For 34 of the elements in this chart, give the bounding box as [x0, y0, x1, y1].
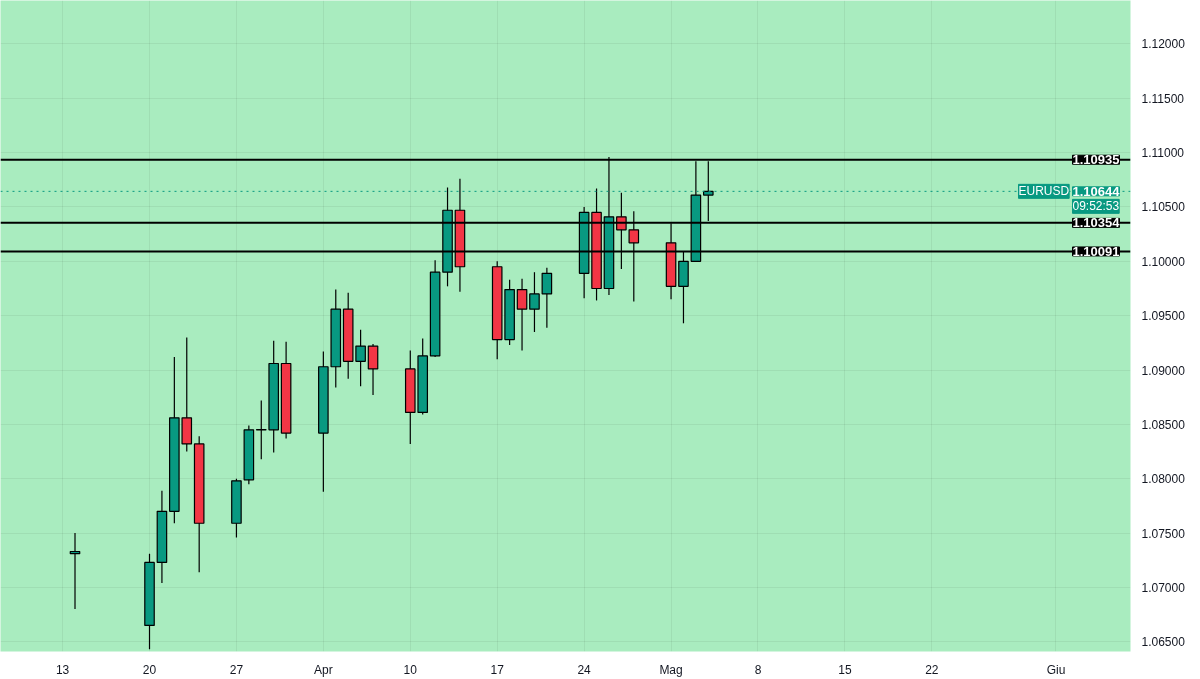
y-tick-label: 1.09500 — [1141, 309, 1186, 324]
y-tick-label: 1.10500 — [1141, 200, 1186, 215]
x-tick-label: 24 — [577, 662, 592, 677]
x-tick-label: 8 — [754, 662, 762, 677]
ref-line-label: 1.10644 — [1072, 183, 1121, 199]
x-tick-label: Mag — [659, 662, 683, 677]
y-tick-label: 1.11000 — [1141, 146, 1185, 161]
x-tick-label: 27 — [229, 662, 244, 677]
annotation: EURUSD — [1018, 184, 1070, 199]
candlestick — [529, 271, 540, 333]
x-tick-label: 13 — [55, 662, 70, 677]
x-tick-label: 10 — [403, 662, 418, 677]
y-tick-label: 1.12000 — [1141, 37, 1186, 52]
y-tick-label: 1.08000 — [1141, 472, 1186, 487]
x-tick-label: Giu — [1046, 662, 1066, 677]
x-tick-label: 22 — [925, 662, 939, 677]
ref-line-label: 1.10935 — [1072, 152, 1120, 168]
candlestick — [367, 343, 379, 396]
x-tick-label: 20 — [142, 662, 157, 677]
y-tick-label: 1.07000 — [1141, 580, 1186, 595]
ref-line-label: 1.10354 — [1072, 215, 1121, 231]
ref-line-label: 1.10091 — [1072, 243, 1120, 259]
y-tick-label: 1.08500 — [1141, 417, 1186, 432]
y-tick-label: 1.09000 — [1141, 363, 1186, 378]
y-tick-label: 1.11500 — [1141, 91, 1185, 106]
y-tick-label: 1.10000 — [1141, 254, 1186, 269]
candlestick — [516, 278, 528, 352]
x-tick-label: Apr — [314, 662, 333, 677]
x-tick-label: 15 — [838, 662, 852, 677]
x-tick-label: 17 — [490, 662, 505, 677]
candlestick — [541, 267, 553, 329]
y-tick-label: 1.07500 — [1141, 526, 1186, 541]
annotation: 09:52:53 — [1072, 199, 1120, 214]
y-tick-label: 1.06500 — [1141, 635, 1186, 650]
